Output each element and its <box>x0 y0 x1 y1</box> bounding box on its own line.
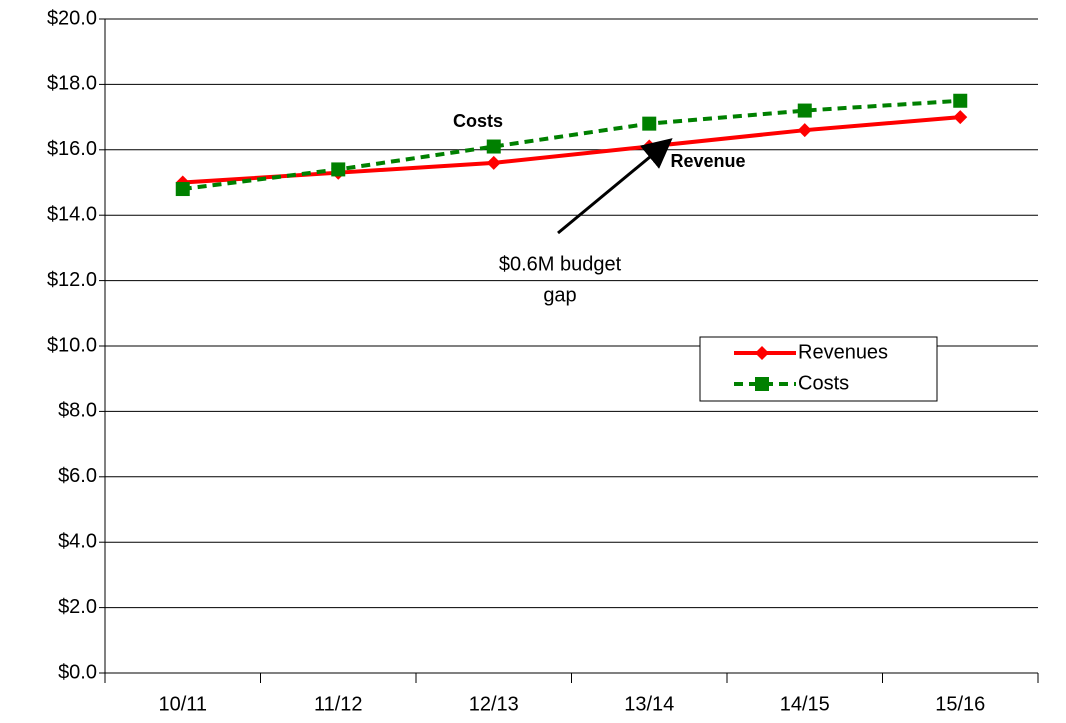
point <box>953 110 968 125</box>
x-tick-label: 12/13 <box>469 693 519 715</box>
annotation: gap <box>543 284 576 306</box>
y-tick-label: $12.0 <box>47 269 97 291</box>
series-line <box>182 115 961 185</box>
annotation: Costs <box>453 111 503 131</box>
legend-label: Costs <box>798 372 849 394</box>
y-tick-label: $4.0 <box>58 530 97 552</box>
plot: $0.0 $2.0 $4.0 $6.0 $8.0 $10.0 $12.0 $14.0 $16.0… <box>47 7 1039 715</box>
point <box>953 93 968 108</box>
legend-marker <box>755 377 769 391</box>
series-line <box>182 98 961 192</box>
x-tick-label: 14/15 <box>780 693 830 715</box>
x-tick-label: 13/14 <box>624 693 674 715</box>
y-tick-label: $6.0 <box>58 465 97 487</box>
x-tick-label: 10/11 <box>158 693 207 715</box>
y-tick-label: $0.0 <box>58 661 97 683</box>
point <box>797 103 812 118</box>
annotation: Revenue <box>670 151 745 171</box>
x-tick-label: 15/16 <box>935 693 985 715</box>
y-tick-label: $10.0 <box>47 334 97 356</box>
point <box>486 155 501 170</box>
point <box>175 182 190 197</box>
legend-marker <box>755 346 769 360</box>
annotation-arrow <box>557 138 673 235</box>
legend-box <box>699 336 938 402</box>
x-tick-label: 11/12 <box>314 693 363 715</box>
y-tick-label: $20.0 <box>47 7 97 29</box>
point <box>797 123 812 138</box>
legend-label: Revenues <box>798 341 888 363</box>
point <box>331 162 346 177</box>
y-tick-label: $8.0 <box>58 400 97 422</box>
point <box>642 139 657 154</box>
y-tick-label: $2.0 <box>58 596 97 618</box>
y-tick-label: $16.0 <box>47 138 97 160</box>
point <box>642 116 657 131</box>
y-tick-label: $18.0 <box>47 73 97 95</box>
annotation: $0.6M budget <box>499 253 622 275</box>
y-tick-label: $14.0 <box>47 203 97 225</box>
point <box>486 139 501 154</box>
